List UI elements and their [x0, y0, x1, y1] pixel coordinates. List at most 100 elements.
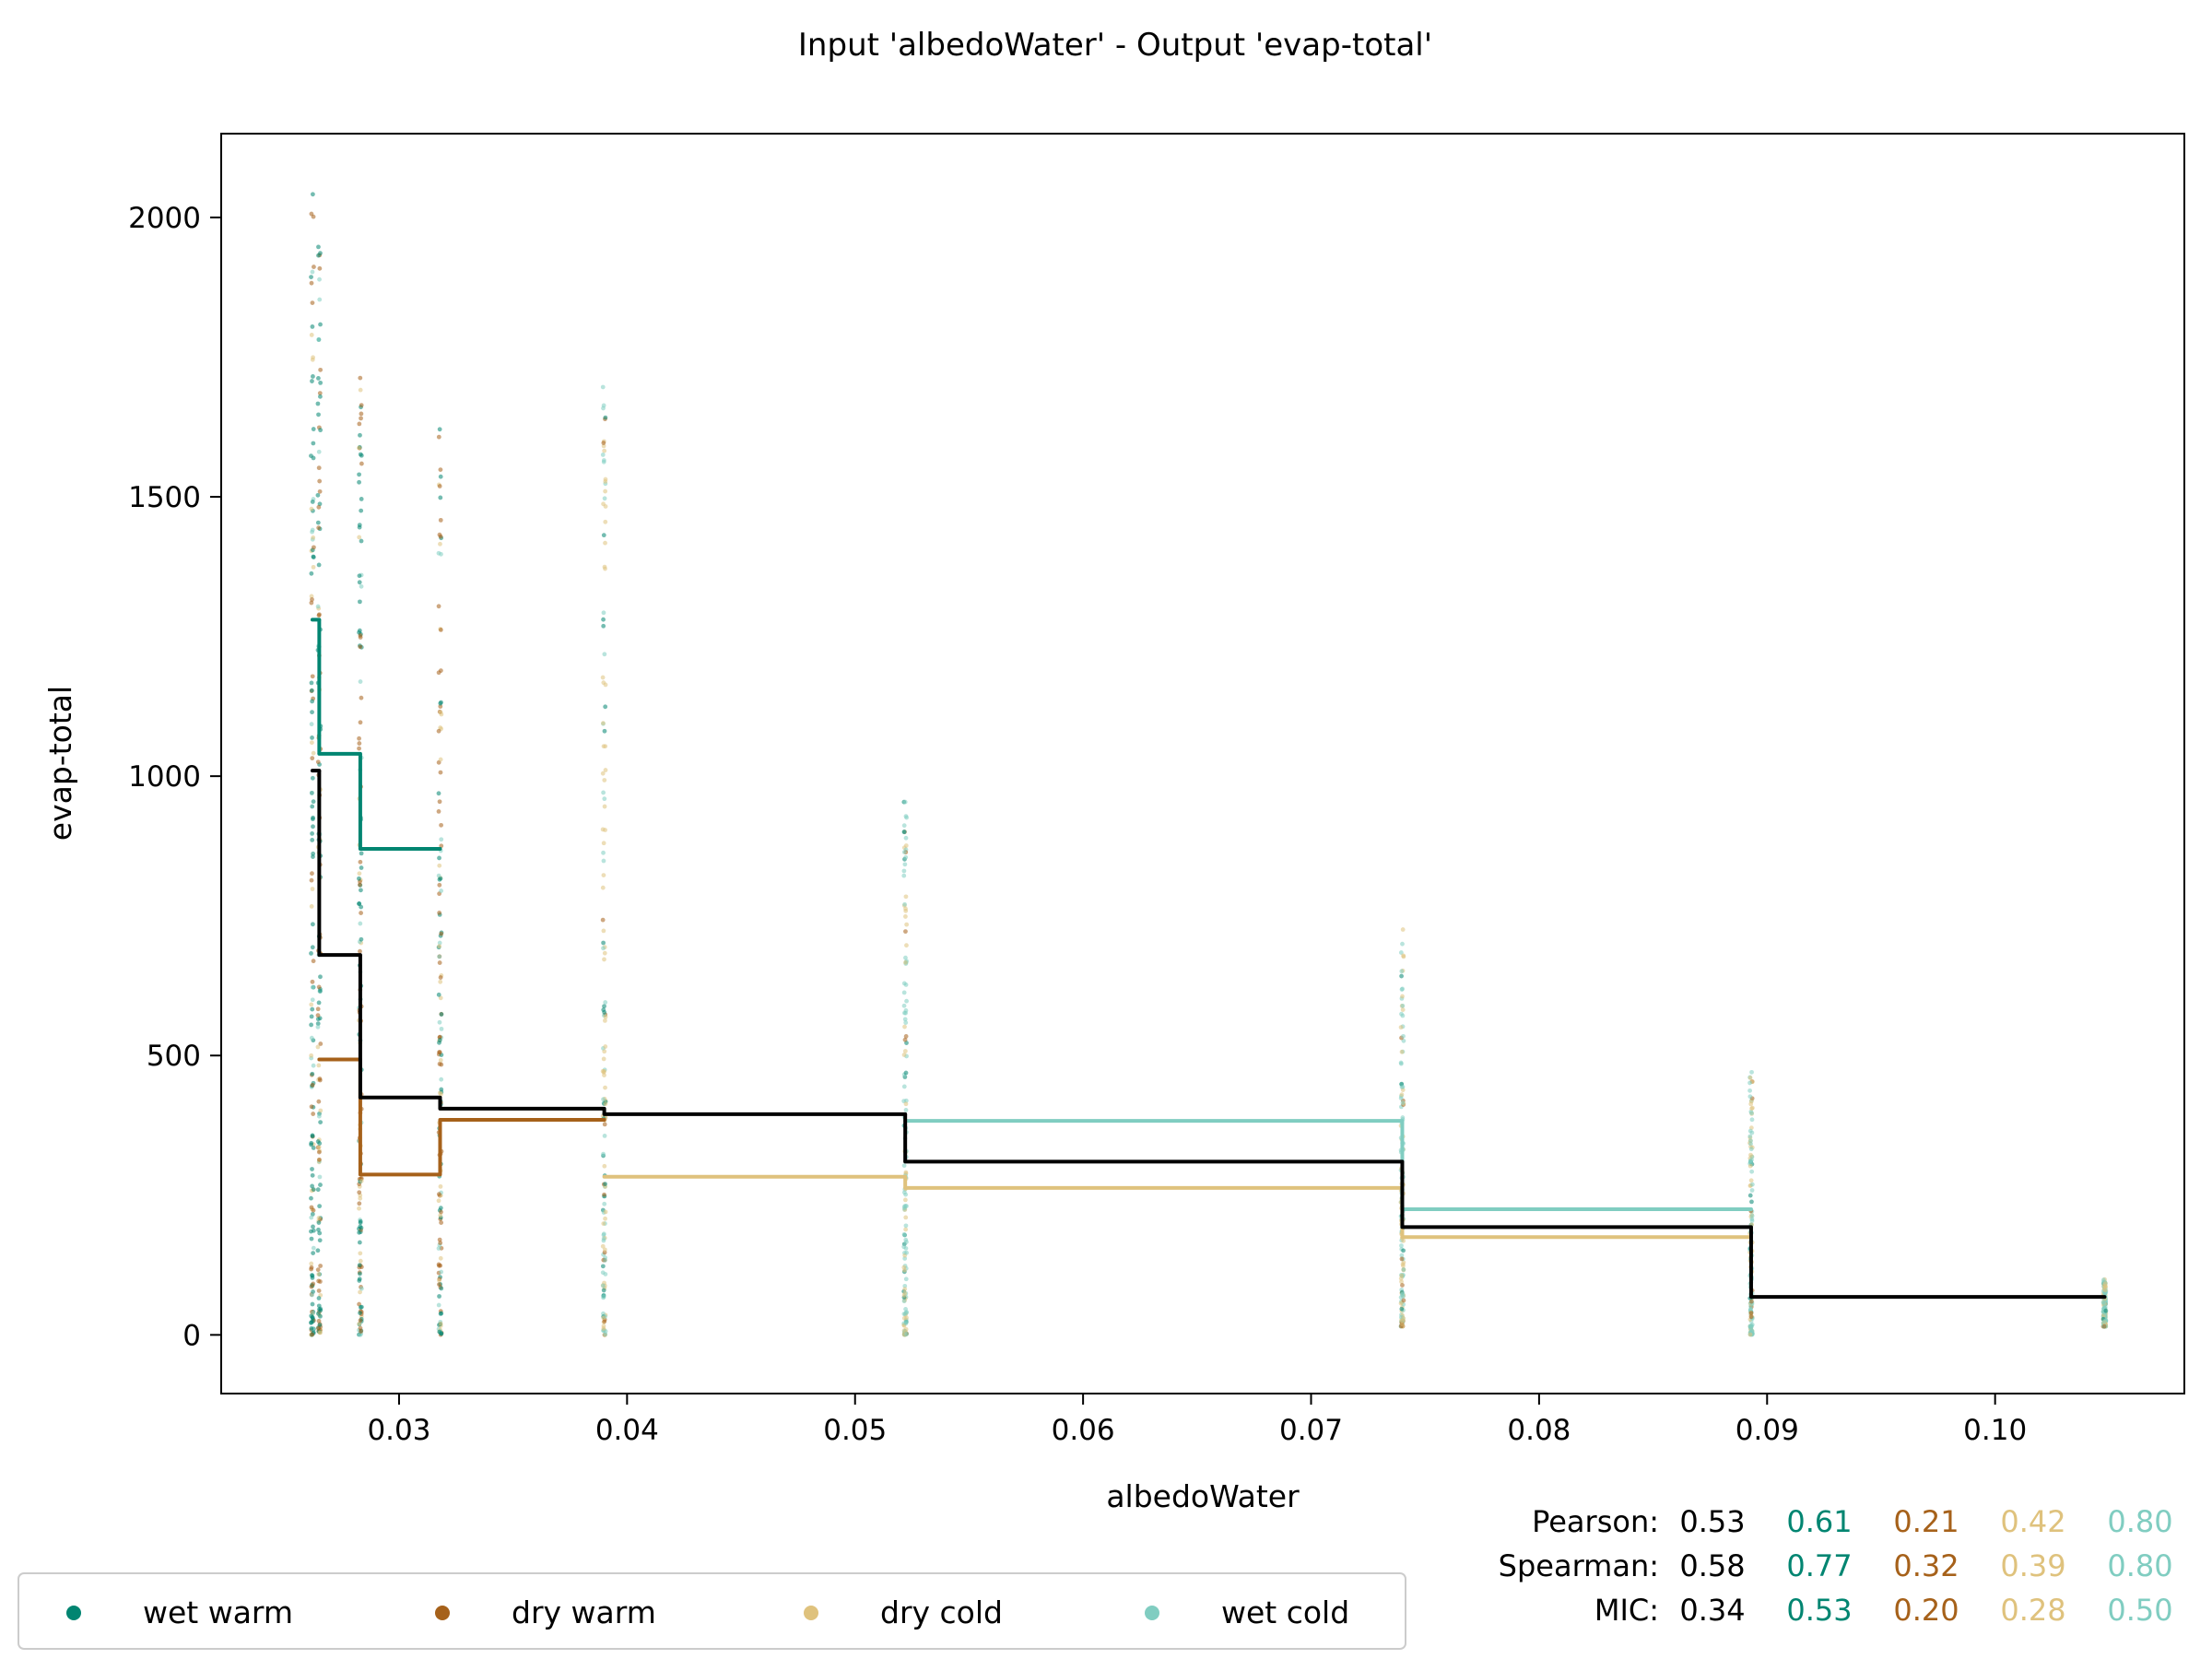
scatter-point	[309, 1195, 313, 1201]
x-tick-label: 0.05	[823, 1414, 887, 1447]
scatter-point	[601, 790, 606, 795]
scatter-point	[310, 1006, 315, 1012]
scatter-point	[901, 868, 907, 874]
scatter-point	[318, 1330, 323, 1335]
scatter-point	[603, 1044, 608, 1049]
scatter-point	[2103, 1308, 2109, 1313]
scatter-point	[357, 445, 361, 451]
scatter-point	[1747, 1094, 1753, 1100]
scatter-point	[317, 1204, 323, 1209]
scatter-point	[309, 1326, 314, 1331]
scatter-point	[603, 519, 608, 524]
scatter-point	[310, 1167, 314, 1171]
scatter-point	[902, 1287, 908, 1292]
scatter-point	[600, 1243, 606, 1249]
scatter-point	[902, 1017, 908, 1022]
scatter-point	[437, 911, 442, 915]
legend-label: wet cold	[1221, 1594, 1349, 1630]
scatter-point	[357, 535, 362, 540]
y-tick-label: 1000	[128, 760, 201, 794]
scatter-point	[438, 770, 443, 775]
scatter-point	[358, 859, 363, 865]
scatter-point	[438, 1241, 443, 1245]
scatter-point	[601, 680, 606, 686]
scatter-point	[601, 1097, 606, 1102]
scatter-point	[359, 508, 364, 513]
scatter-point	[309, 877, 314, 883]
scatter-point	[602, 804, 607, 809]
scatter-point	[357, 901, 361, 907]
plot-frame	[220, 133, 2185, 1394]
scatter-point	[310, 192, 315, 197]
scatter-point	[357, 876, 361, 881]
scatter-point	[357, 523, 362, 528]
scatter-point	[901, 981, 907, 986]
scatter-point	[439, 1012, 444, 1017]
scatter-point	[600, 1264, 606, 1269]
scatter-point	[903, 1204, 908, 1208]
scatter-point	[318, 251, 323, 256]
scatter-point	[437, 1050, 442, 1054]
scatter-point	[358, 882, 362, 888]
y-tick-label: 1500	[128, 481, 201, 514]
scatter-point	[601, 623, 606, 629]
scatter-point	[439, 837, 444, 842]
scatter-point	[438, 1057, 443, 1063]
scatter-point	[438, 700, 443, 706]
scatter-point	[316, 562, 322, 568]
scatter-point	[315, 1311, 321, 1316]
plot-area	[309, 192, 2109, 1337]
scatter-point	[600, 771, 606, 776]
scatter-point	[603, 1332, 608, 1337]
scatter-point	[357, 1190, 362, 1195]
scatter-point	[602, 1049, 607, 1054]
scatter-point	[359, 416, 363, 421]
scatter-point	[602, 448, 607, 453]
scatter-point	[311, 1187, 316, 1192]
scatter-point	[309, 1053, 314, 1058]
scatter-point	[1749, 1182, 1755, 1187]
scatter-point	[358, 1195, 363, 1201]
stat-value: 0.58	[1679, 1548, 1745, 1583]
stat-value: 0.61	[1786, 1504, 1852, 1539]
scatter-point	[901, 823, 907, 829]
scatter-point	[359, 911, 363, 915]
scatter-point	[903, 1033, 909, 1039]
scatter-point	[602, 1163, 607, 1169]
scatter-point	[358, 599, 362, 605]
x-axis-label: albedoWater	[1106, 1478, 1300, 1514]
scatter-point	[903, 1223, 909, 1229]
scatter-point	[1401, 1238, 1406, 1243]
scatter-point	[601, 841, 606, 846]
scatter-point	[358, 1251, 363, 1256]
scatter-point	[901, 1010, 907, 1016]
scatter-point	[310, 979, 315, 984]
scatter-point	[902, 799, 908, 805]
scatter-point	[316, 1113, 322, 1119]
scatter-point	[315, 1024, 321, 1030]
scatter-point	[603, 415, 608, 420]
stat-value: 0.34	[1679, 1593, 1745, 1628]
scatter-point	[357, 628, 362, 633]
scatter-point	[436, 604, 441, 609]
scatter-point	[1399, 1306, 1405, 1312]
scatter-point	[439, 1331, 444, 1336]
scatter-point	[309, 1022, 314, 1028]
scatter-point	[310, 887, 315, 891]
scatter-point	[1399, 969, 1405, 974]
scatter-point	[904, 1240, 909, 1244]
scatter-point	[357, 746, 361, 751]
scatter-point	[602, 652, 607, 657]
scatter-point	[309, 680, 314, 686]
scatter-point	[318, 988, 323, 994]
scatter-point	[311, 799, 316, 805]
scatter-point	[437, 1277, 441, 1283]
scatter-point	[309, 1140, 314, 1146]
scatter-point	[437, 484, 442, 488]
scatter-point	[439, 1269, 444, 1275]
scatter-point	[904, 943, 909, 948]
scatter-point	[315, 1187, 321, 1193]
scatter-point	[309, 211, 314, 217]
scatter-point	[1747, 1332, 1753, 1337]
scatter-point	[311, 1251, 316, 1256]
